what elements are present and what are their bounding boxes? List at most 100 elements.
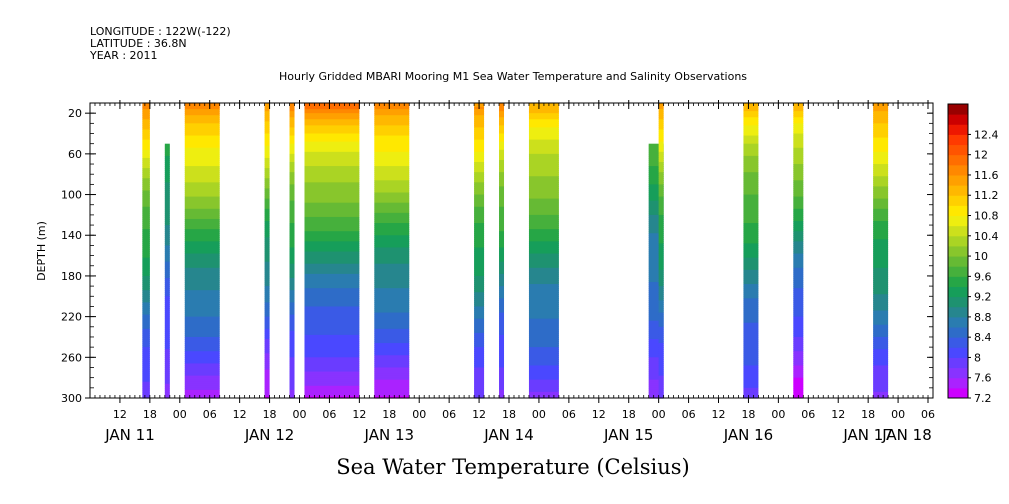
data-cell: [304, 174, 360, 177]
x-tick-label: 18: [502, 408, 516, 421]
data-cell: [793, 355, 804, 358]
data-cell: [528, 320, 559, 324]
data-cell: [374, 357, 410, 360]
data-cell: [499, 141, 505, 145]
data-cell: [528, 275, 559, 279]
data-cell: [184, 237, 220, 240]
data-cell: [499, 121, 505, 124]
data-cell: [648, 294, 664, 297]
data-cell: [474, 314, 485, 318]
data-cell: [264, 127, 270, 131]
data-cell: [164, 176, 170, 179]
data-cell: [184, 166, 220, 169]
data-cell: [164, 332, 170, 336]
data-cell: [474, 243, 485, 247]
data-cell: [289, 365, 295, 369]
data-cell: [374, 133, 410, 137]
data-cell: [658, 365, 664, 369]
data-cell: [142, 306, 150, 310]
data-cell: [264, 139, 270, 143]
data-cell: [658, 210, 664, 214]
data-cell: [374, 379, 410, 383]
data-cell: [499, 172, 505, 175]
data-cell: [873, 363, 889, 367]
data-cell: [304, 334, 360, 338]
data-cell: [264, 155, 270, 159]
data-cell: [304, 210, 360, 214]
data-cell: [304, 137, 360, 141]
data-cell: [743, 302, 759, 306]
data-cell: [184, 282, 220, 285]
data-cell: [264, 385, 270, 389]
data-cell: [142, 369, 150, 373]
data-cell: [142, 336, 150, 340]
data-cell: [499, 332, 505, 336]
data-cell: [648, 341, 664, 344]
data-cell: [142, 239, 150, 242]
data-cell: [873, 298, 889, 301]
data-cell: [164, 345, 170, 348]
data-cell: [528, 229, 559, 232]
data-cell: [499, 117, 505, 120]
data-cell: [528, 343, 559, 346]
data-cell: [142, 353, 150, 356]
data-cell: [184, 334, 220, 338]
data-cell: [264, 345, 270, 348]
data-cell: [289, 241, 295, 244]
data-cell: [374, 233, 410, 236]
data-cell: [142, 229, 150, 232]
data-cell: [793, 322, 804, 326]
data-cell: [793, 373, 804, 377]
data-cell: [658, 282, 664, 285]
data-cell: [264, 389, 270, 393]
data-cell: [374, 119, 410, 122]
data-cell: [743, 121, 759, 124]
data-cell: [873, 210, 889, 214]
data-cell: [499, 363, 505, 367]
data-cell: [164, 359, 170, 362]
data-cell: [374, 223, 410, 226]
data-cell: [184, 147, 220, 151]
data-cell: [658, 379, 664, 383]
data-segment: [184, 103, 220, 399]
data-cell: [528, 361, 559, 365]
data-cell: [374, 375, 410, 379]
data-cell: [142, 351, 150, 354]
data-cell: [658, 367, 664, 371]
data-cell: [164, 379, 170, 383]
data-cell: [873, 109, 889, 112]
data-cell: [793, 351, 804, 354]
data-segment: [142, 103, 150, 399]
data-cell: [184, 341, 220, 344]
data-segment: [658, 103, 664, 399]
data-cell: [873, 349, 889, 352]
data-cell: [658, 170, 664, 173]
data-cell: [304, 166, 360, 169]
data-cell: [184, 178, 220, 181]
data-cell: [743, 328, 759, 332]
data-cell: [142, 371, 150, 375]
data-cell: [648, 284, 664, 287]
data-cell: [142, 218, 150, 222]
data-cell: [264, 320, 270, 324]
data-cell: [528, 345, 559, 348]
data-cell: [264, 157, 270, 161]
data-cell: [873, 357, 889, 360]
data-cell: [304, 221, 360, 224]
data-cell: [648, 343, 664, 346]
data-cell: [184, 153, 220, 157]
data-cell: [793, 182, 804, 185]
data-cell: [648, 239, 664, 242]
data-cell: [184, 107, 220, 110]
data-cell: [164, 166, 170, 169]
colorbar-swatch: [948, 377, 968, 389]
data-cell: [499, 290, 505, 293]
data-cell: [304, 369, 360, 373]
data-cell: [528, 115, 559, 118]
colorbar-swatch: [948, 215, 968, 227]
data-cell: [743, 314, 759, 318]
data-cell: [499, 330, 505, 334]
x-tick-label: 06: [442, 408, 456, 421]
data-cell: [474, 247, 485, 251]
data-cell: [289, 355, 295, 358]
